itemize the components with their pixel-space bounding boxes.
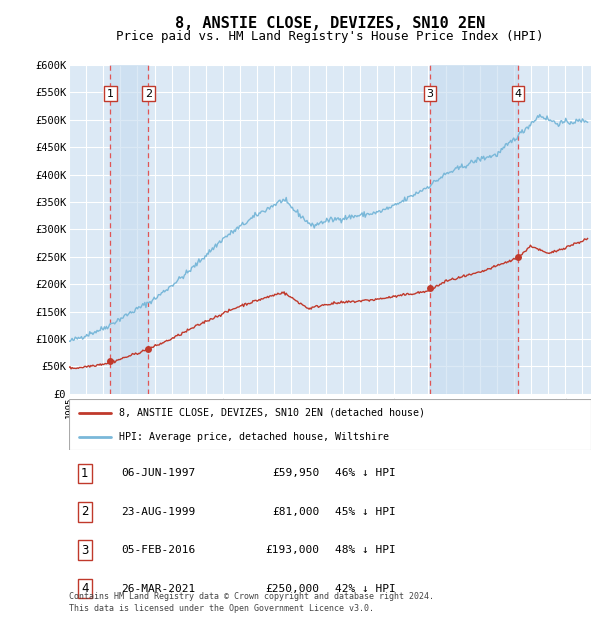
Text: 06-JUN-1997: 06-JUN-1997 bbox=[121, 468, 196, 479]
Text: 48% ↓ HPI: 48% ↓ HPI bbox=[335, 545, 396, 556]
Text: 45% ↓ HPI: 45% ↓ HPI bbox=[335, 507, 396, 517]
Text: 1: 1 bbox=[107, 89, 114, 99]
Text: HPI: Average price, detached house, Wiltshire: HPI: Average price, detached house, Wilt… bbox=[119, 432, 389, 442]
Text: 46% ↓ HPI: 46% ↓ HPI bbox=[335, 468, 396, 479]
Text: 26-MAR-2021: 26-MAR-2021 bbox=[121, 583, 196, 594]
Text: 05-FEB-2016: 05-FEB-2016 bbox=[121, 545, 196, 556]
FancyBboxPatch shape bbox=[69, 399, 591, 450]
Text: This data is licensed under the Open Government Licence v3.0.: This data is licensed under the Open Gov… bbox=[69, 603, 374, 613]
Text: 2: 2 bbox=[145, 89, 152, 99]
Text: 4: 4 bbox=[81, 582, 88, 595]
Bar bbox=[110, 65, 148, 394]
Text: 8, ANSTIE CLOSE, DEVIZES, SN10 2EN (detached house): 8, ANSTIE CLOSE, DEVIZES, SN10 2EN (deta… bbox=[119, 408, 425, 418]
Text: £81,000: £81,000 bbox=[272, 507, 320, 517]
Text: 42% ↓ HPI: 42% ↓ HPI bbox=[335, 583, 396, 594]
Text: Contains HM Land Registry data © Crown copyright and database right 2024.: Contains HM Land Registry data © Crown c… bbox=[69, 592, 434, 601]
Text: 8, ANSTIE CLOSE, DEVIZES, SN10 2EN: 8, ANSTIE CLOSE, DEVIZES, SN10 2EN bbox=[175, 16, 485, 30]
Text: Price paid vs. HM Land Registry's House Price Index (HPI): Price paid vs. HM Land Registry's House … bbox=[116, 30, 544, 43]
Text: £250,000: £250,000 bbox=[266, 583, 320, 594]
Text: 4: 4 bbox=[514, 89, 521, 99]
Text: 3: 3 bbox=[81, 544, 88, 557]
Text: 3: 3 bbox=[427, 89, 433, 99]
Text: 1: 1 bbox=[81, 467, 88, 480]
Bar bbox=[430, 65, 518, 394]
Text: £193,000: £193,000 bbox=[266, 545, 320, 556]
Text: 2: 2 bbox=[81, 505, 88, 518]
Text: 23-AUG-1999: 23-AUG-1999 bbox=[121, 507, 196, 517]
Text: £59,950: £59,950 bbox=[272, 468, 320, 479]
